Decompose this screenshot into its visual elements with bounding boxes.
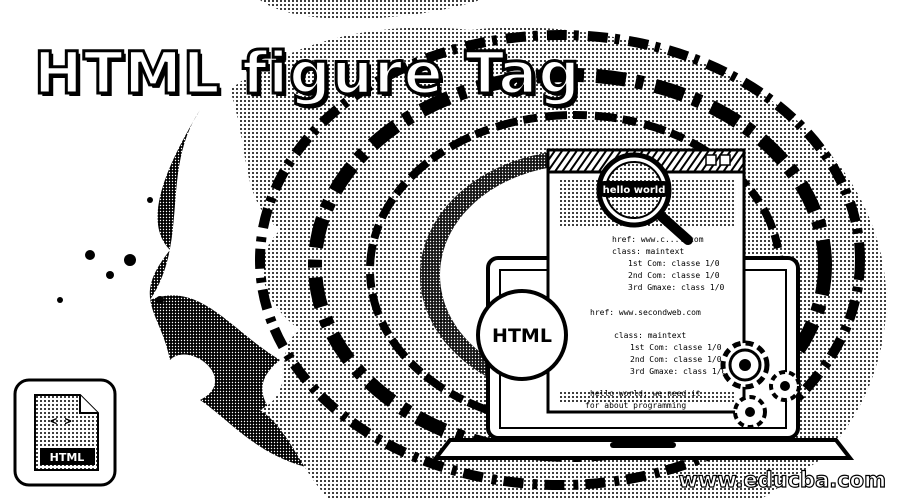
code-line: 1st Com: classe 1/0	[630, 343, 722, 352]
code-line: class: maintext	[614, 331, 686, 340]
code-line: 3rd Gmaxe: class 1/0	[628, 283, 725, 292]
code-line: for about programming	[585, 401, 686, 410]
svg-text:< >: < >	[50, 414, 72, 428]
code-line: 3rd Gmaxe: class 1/0	[630, 367, 727, 376]
html-badge: HTML	[476, 289, 568, 381]
footer-url: www.educba.com	[678, 467, 887, 492]
gear-icon-small	[769, 370, 801, 402]
search-text: hello world	[603, 185, 666, 196]
code-line: 2nd Com: classe 1/0	[630, 355, 722, 364]
file-icon-label: HTML	[50, 451, 85, 464]
code-lines: href: www.c...l.com class: maintext 1st Co…	[585, 235, 727, 410]
magnifier-icon: hello world	[596, 152, 693, 245]
code-line: href: www.c...l.com	[612, 235, 704, 244]
html-badge-label: HTML	[492, 325, 552, 347]
code-line: href: www.secondweb.com	[590, 308, 701, 317]
gear-icon-bottom	[733, 395, 767, 429]
file-icon: < > HTML	[13, 378, 117, 487]
code-line: class: maintext	[612, 247, 684, 256]
code-line: 1st Com: classe 1/0	[628, 259, 720, 268]
gear-icon	[720, 340, 770, 390]
page-title: HTML figure Tag	[33, 39, 582, 107]
code-line: 2nd Com: classe 1/0	[628, 271, 720, 280]
code-line: hello world: we need it	[590, 389, 701, 398]
